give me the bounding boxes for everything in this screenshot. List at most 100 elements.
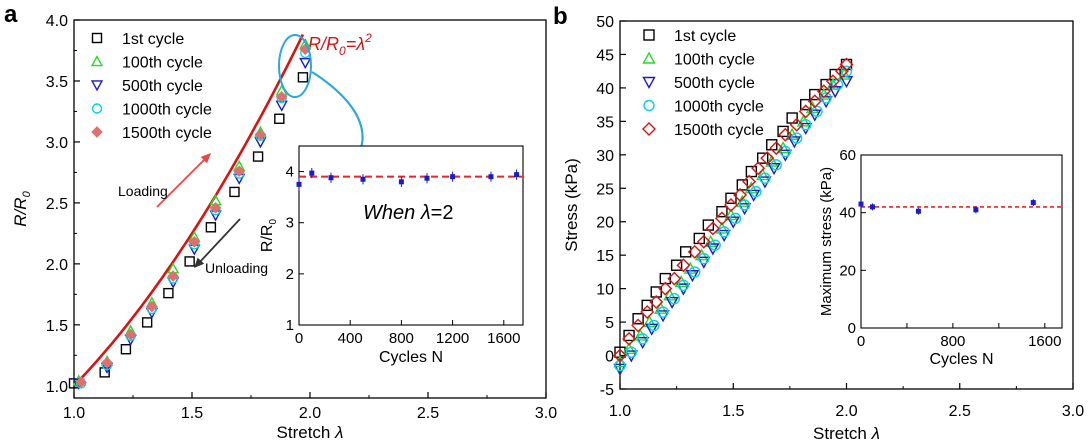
data-point-a bbox=[120, 344, 132, 355]
data-point-b bbox=[676, 258, 691, 273]
y-axis-label-main: R/R bbox=[11, 197, 30, 226]
data-point-b bbox=[709, 239, 721, 251]
data-point-a bbox=[146, 300, 158, 313]
unloading-arrow-line bbox=[197, 218, 241, 265]
inset-point-a bbox=[488, 174, 494, 180]
data-point-b bbox=[742, 174, 757, 189]
x-tick-label-a: 1.5 bbox=[181, 405, 203, 422]
inset-annotation: When λ=2 bbox=[363, 202, 453, 224]
data-point-b bbox=[840, 65, 853, 77]
inset-x-label-a: Cycles N bbox=[379, 349, 443, 366]
data-point-b bbox=[767, 162, 781, 176]
data-point-b bbox=[687, 244, 702, 259]
data-point-b bbox=[622, 331, 637, 346]
data-point-b bbox=[649, 295, 664, 310]
legend-marker-b bbox=[642, 76, 656, 89]
inset-x-tick-label-b: 800 bbox=[940, 333, 965, 350]
data-point-a bbox=[229, 186, 240, 198]
data-point-a bbox=[101, 356, 113, 369]
inset-point-b bbox=[858, 201, 864, 207]
inset-annotation-post: =2 bbox=[431, 202, 454, 224]
data-point-b bbox=[706, 243, 720, 256]
data-point-b bbox=[723, 198, 738, 212]
data-point-b bbox=[751, 161, 766, 176]
data-point-b bbox=[746, 189, 761, 202]
callout-ellipse bbox=[278, 34, 312, 98]
y-tick-label-b: 40 bbox=[596, 81, 614, 98]
data-point-b bbox=[756, 152, 769, 164]
legend-label-b: 100th cycle bbox=[674, 52, 755, 69]
x-tick-label-b: 2.5 bbox=[949, 403, 971, 420]
data-point-b bbox=[733, 187, 748, 202]
data-point-b bbox=[677, 279, 690, 291]
data-point-b bbox=[787, 136, 802, 149]
data-point-a bbox=[205, 222, 217, 233]
y-tick-label-a: 2.5 bbox=[46, 196, 68, 213]
data-point-a bbox=[167, 270, 179, 282]
data-point-a bbox=[252, 151, 264, 162]
inset-y-tick-label-b: 0 bbox=[848, 320, 856, 337]
unloading-label: Unloading bbox=[205, 260, 268, 276]
legend-marker-b bbox=[642, 122, 656, 136]
data-point-b bbox=[778, 127, 793, 142]
x-tick-label-b: 1.5 bbox=[722, 403, 744, 420]
x-axis-label-symbol: λ bbox=[334, 423, 343, 442]
inset-frame-a bbox=[298, 145, 524, 326]
data-point-b bbox=[633, 328, 648, 341]
legend-label-a: 1500th cycle bbox=[122, 125, 212, 142]
data-point-b bbox=[645, 323, 659, 336]
data-point-b bbox=[714, 211, 729, 226]
data-point-a bbox=[297, 72, 309, 83]
loading-arrow-group: Loading bbox=[118, 153, 211, 208]
data-point-a bbox=[124, 328, 137, 341]
data-point-b bbox=[702, 219, 715, 231]
data-point-b bbox=[679, 246, 692, 258]
x-axis-label-a: Stretch λ bbox=[277, 423, 344, 442]
x-axis-label-text: Stretch bbox=[277, 423, 336, 442]
data-point-b bbox=[665, 296, 679, 309]
data-point-b bbox=[622, 341, 636, 355]
data-point-b bbox=[632, 313, 644, 325]
data-point-b bbox=[756, 167, 770, 181]
inset-x-tick-label-b: 0 bbox=[857, 333, 865, 350]
data-point-b bbox=[769, 141, 784, 156]
legend-marker-b bbox=[642, 51, 656, 64]
inset-point-b bbox=[915, 208, 921, 214]
data-point-b bbox=[839, 57, 854, 72]
inset-b: 0 800 1600 0 20 40 60 Cycles N Maximum stress (k… bbox=[818, 147, 1063, 368]
inset-y-tick-label-a: 1 bbox=[286, 317, 294, 334]
data-point-a bbox=[275, 90, 288, 103]
inset-x-tick-label-a: 0 bbox=[295, 330, 303, 347]
data-point-b bbox=[807, 94, 822, 109]
inset-point-b bbox=[973, 207, 979, 213]
inset-y-label-a: R/R0 bbox=[259, 219, 279, 253]
legend-marker-a bbox=[91, 126, 103, 138]
data-point-b bbox=[641, 299, 653, 312]
data-point-b bbox=[760, 151, 775, 166]
data-point-b bbox=[696, 234, 711, 249]
inset-point-a bbox=[309, 170, 315, 176]
data-point-b bbox=[636, 333, 649, 345]
data-point-b bbox=[716, 205, 728, 218]
legend-label-a: 1000th cycle bbox=[122, 102, 212, 119]
legend-label-b: 500th cycle bbox=[674, 75, 755, 92]
data-point-b bbox=[698, 252, 710, 265]
loading-arrow-head bbox=[200, 153, 211, 164]
x-tick-label-b: 1.0 bbox=[609, 403, 631, 420]
data-point-b bbox=[798, 104, 813, 119]
data-point-b bbox=[808, 109, 822, 122]
data-point-b bbox=[685, 270, 700, 283]
legend-marker-a bbox=[91, 32, 103, 44]
inset-y-tick-label-a: 4 bbox=[286, 164, 294, 181]
data-point-b bbox=[738, 199, 751, 211]
x-tick-label-a: 2.0 bbox=[299, 405, 321, 422]
data-point-b bbox=[689, 266, 701, 278]
data-point-b bbox=[613, 348, 627, 363]
y-tick-label-b: 20 bbox=[596, 215, 614, 232]
panel-label-b: b bbox=[553, 3, 568, 30]
x-axis-label-text: Stretch bbox=[813, 424, 872, 442]
x-tick-label-b: 2.0 bbox=[835, 403, 857, 420]
data-point-b bbox=[654, 301, 668, 314]
data-point-a bbox=[163, 287, 174, 299]
inset-y-label-b: Maximum stress (kPa) bbox=[818, 167, 835, 316]
